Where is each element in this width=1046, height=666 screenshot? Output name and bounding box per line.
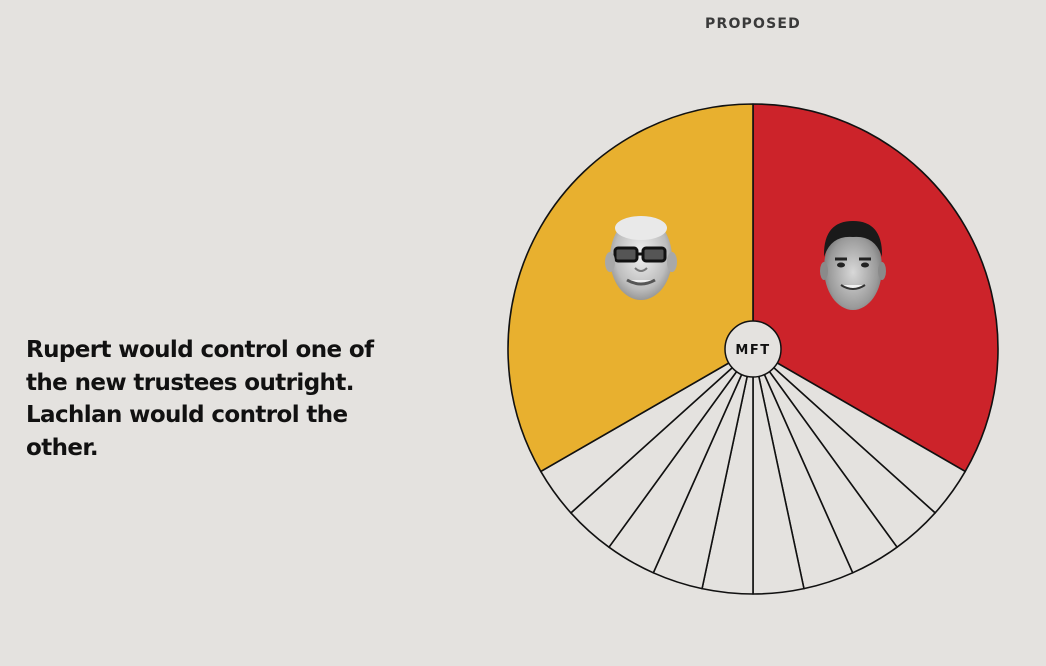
center-label: MFT <box>735 343 770 358</box>
caption-text: Rupert would control one of the new trus… <box>26 337 374 461</box>
lachlan-portrait <box>820 221 886 310</box>
center-hub: MFT <box>724 320 782 378</box>
section-label: PROPOSED <box>705 16 801 32</box>
rupert-portrait <box>605 216 677 300</box>
